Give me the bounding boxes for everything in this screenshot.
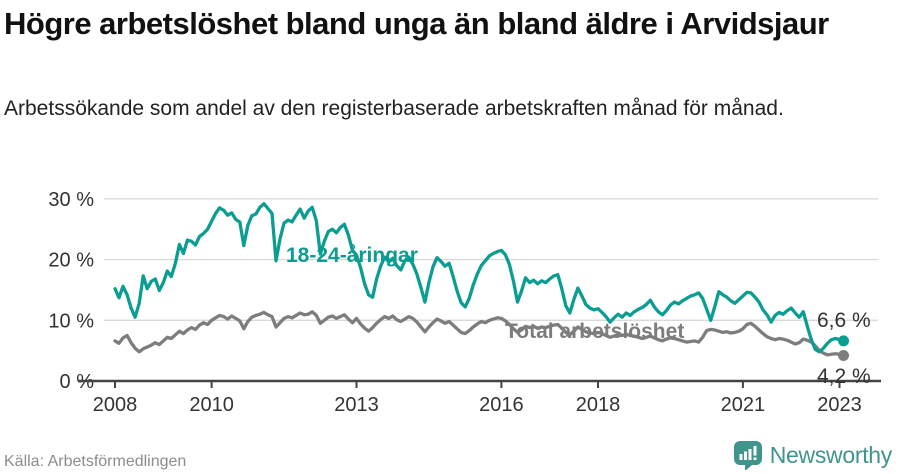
x-axis-label: 2021 (721, 394, 766, 416)
series-label-youth: 18-24-åringar (286, 244, 418, 267)
y-axis-label: 20 % (48, 250, 94, 272)
y-axis-label: 10 % (48, 310, 94, 332)
x-axis-label: 2023 (817, 394, 862, 416)
x-axis-labels: 2008 2010 2013 2016 2018 2021 2023 (93, 394, 862, 416)
page-title: Högre arbetslöshet bland unga än bland ä… (4, 6, 829, 41)
x-axis (78, 379, 881, 388)
series-endpoint-dot (838, 349, 850, 361)
y-axis-label: 30 % (48, 189, 94, 211)
x-axis-label: 2010 (189, 394, 234, 416)
series-line-total (113, 310, 846, 358)
newsworthy-wordmark: Newsworthy (769, 441, 893, 468)
series-lines (113, 202, 850, 361)
source-note: Källa: Arbetsförmedlingen (4, 453, 187, 470)
series-line-youth (113, 202, 846, 354)
end-value-label-total: 4,2 % (817, 365, 871, 388)
series-label-total: Total arbetslöshet (505, 320, 685, 343)
end-value-label-youth: 6,6 % (817, 309, 871, 332)
newsworthy-logo: Newsworthy (733, 440, 892, 470)
y-axis-label: 0 % (60, 371, 95, 393)
series-endpoint-dot (838, 335, 850, 347)
newsworthy-pin-barchart-icon (733, 441, 762, 470)
x-axis-label: 2016 (479, 394, 524, 416)
y-axis-labels: 0 % 10 % 20 % 30 % (48, 189, 94, 393)
x-axis-label: 2013 (334, 394, 379, 416)
x-axis-label: 2008 (93, 394, 138, 416)
gridlines (104, 198, 878, 321)
page-subtitle: Arbetssökande som andel av den registerb… (4, 97, 784, 120)
x-axis-label: 2018 (576, 394, 621, 416)
